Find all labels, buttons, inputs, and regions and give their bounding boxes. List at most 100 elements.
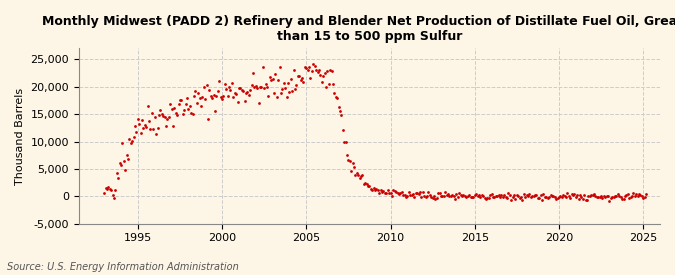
Point: [315, 73, 326, 78]
Point: [263, 94, 274, 98]
Point: [111, 170, 122, 175]
Point: [158, 114, 169, 118]
Point: [352, 171, 362, 175]
Point: [617, 197, 628, 201]
Point: [277, 87, 288, 91]
Point: [238, 89, 248, 94]
Point: [284, 90, 295, 94]
Point: [541, 195, 551, 199]
Point: [451, 192, 462, 196]
Point: [330, 95, 341, 99]
Point: [309, 64, 320, 68]
Point: [162, 117, 173, 122]
Point: [271, 94, 282, 99]
Point: [106, 188, 117, 192]
Point: [477, 193, 487, 197]
Point: [115, 162, 126, 167]
Point: [211, 94, 222, 98]
Point: [641, 192, 651, 196]
Point: [353, 173, 364, 177]
Point: [278, 81, 289, 86]
Point: [228, 94, 239, 99]
Title: Monthly Midwest (PADD 2) Refinery and Blender Net Production of Distillate Fuel : Monthly Midwest (PADD 2) Refinery and Bl…: [42, 15, 675, 43]
Point: [126, 141, 136, 145]
Point: [618, 197, 629, 201]
Point: [414, 190, 425, 194]
Point: [389, 189, 400, 193]
Point: [556, 195, 567, 199]
Point: [534, 196, 545, 200]
Point: [273, 78, 284, 82]
Point: [439, 193, 450, 198]
Point: [346, 169, 356, 174]
Point: [200, 97, 211, 101]
Point: [100, 186, 111, 190]
Point: [198, 84, 209, 89]
Point: [176, 98, 187, 103]
Point: [395, 191, 406, 196]
Point: [339, 140, 350, 145]
Point: [283, 81, 294, 85]
Point: [512, 193, 522, 197]
Point: [504, 193, 515, 197]
Point: [360, 181, 371, 185]
Point: [103, 185, 114, 189]
Point: [335, 109, 346, 114]
Point: [413, 192, 424, 197]
Point: [616, 195, 626, 199]
Point: [371, 187, 382, 191]
Point: [605, 196, 616, 200]
Point: [599, 194, 610, 198]
Point: [369, 186, 379, 190]
Point: [109, 196, 119, 201]
Point: [348, 165, 359, 169]
Point: [342, 153, 352, 157]
Point: [458, 193, 469, 198]
Point: [165, 101, 176, 106]
Point: [149, 115, 160, 119]
Point: [113, 176, 124, 180]
Point: [399, 193, 410, 197]
Point: [548, 194, 559, 198]
Point: [638, 196, 649, 200]
Point: [529, 194, 539, 198]
Point: [562, 191, 573, 195]
Point: [444, 194, 455, 198]
Point: [457, 194, 468, 198]
Point: [626, 194, 637, 198]
Point: [490, 194, 501, 198]
Point: [217, 97, 227, 101]
Point: [378, 189, 389, 193]
Point: [622, 192, 633, 196]
Point: [634, 192, 645, 197]
Point: [503, 191, 514, 196]
Point: [120, 167, 131, 172]
Text: Source: U.S. Energy Information Administration: Source: U.S. Energy Information Administ…: [7, 262, 238, 272]
Point: [385, 191, 396, 195]
Point: [539, 195, 550, 200]
Point: [552, 196, 563, 200]
Point: [524, 192, 535, 197]
Point: [608, 194, 619, 199]
Point: [452, 195, 463, 199]
Point: [629, 194, 640, 199]
Point: [269, 91, 279, 95]
Point: [234, 85, 244, 90]
Point: [248, 70, 259, 75]
Point: [169, 106, 180, 110]
Point: [136, 118, 147, 123]
Point: [464, 192, 475, 197]
Point: [448, 194, 459, 198]
Point: [565, 195, 576, 200]
Point: [246, 83, 257, 87]
Point: [533, 195, 543, 200]
Point: [478, 193, 489, 198]
Point: [433, 191, 443, 195]
Point: [555, 194, 566, 198]
Point: [118, 159, 129, 163]
Point: [325, 67, 335, 72]
Point: [127, 139, 138, 143]
Point: [497, 195, 508, 199]
Point: [138, 126, 149, 130]
Point: [338, 127, 348, 132]
